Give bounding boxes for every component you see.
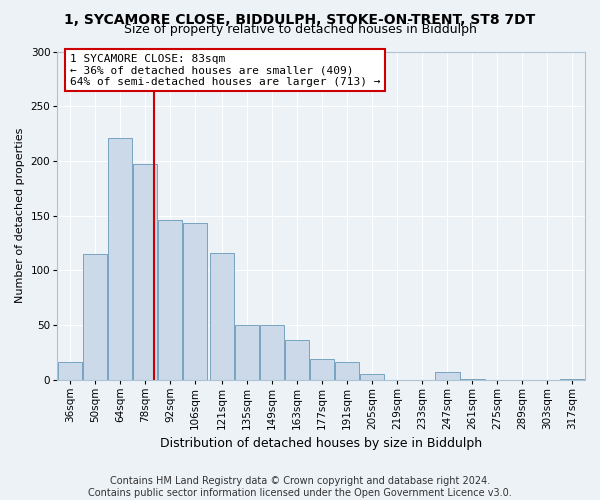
Y-axis label: Number of detached properties: Number of detached properties [15, 128, 25, 303]
Bar [107, 138, 132, 380]
Bar [133, 164, 157, 380]
Bar [158, 220, 182, 380]
Bar [285, 340, 309, 380]
Bar [209, 252, 234, 380]
Bar [235, 325, 259, 380]
Bar [460, 378, 485, 380]
X-axis label: Distribution of detached houses by size in Biddulph: Distribution of detached houses by size … [160, 437, 482, 450]
Bar [83, 254, 107, 380]
Text: 1 SYCAMORE CLOSE: 83sqm
← 36% of detached houses are smaller (409)
64% of semi-d: 1 SYCAMORE CLOSE: 83sqm ← 36% of detache… [70, 54, 380, 87]
Bar [335, 362, 359, 380]
Text: Contains HM Land Registry data © Crown copyright and database right 2024.
Contai: Contains HM Land Registry data © Crown c… [88, 476, 512, 498]
Text: Size of property relative to detached houses in Biddulph: Size of property relative to detached ho… [124, 22, 476, 36]
Bar [183, 223, 207, 380]
Bar [260, 325, 284, 380]
Bar [58, 362, 82, 380]
Text: 1, SYCAMORE CLOSE, BIDDULPH, STOKE-ON-TRENT, ST8 7DT: 1, SYCAMORE CLOSE, BIDDULPH, STOKE-ON-TR… [64, 12, 536, 26]
Bar [360, 374, 385, 380]
Bar [310, 359, 334, 380]
Bar [435, 372, 460, 380]
Bar [560, 378, 585, 380]
